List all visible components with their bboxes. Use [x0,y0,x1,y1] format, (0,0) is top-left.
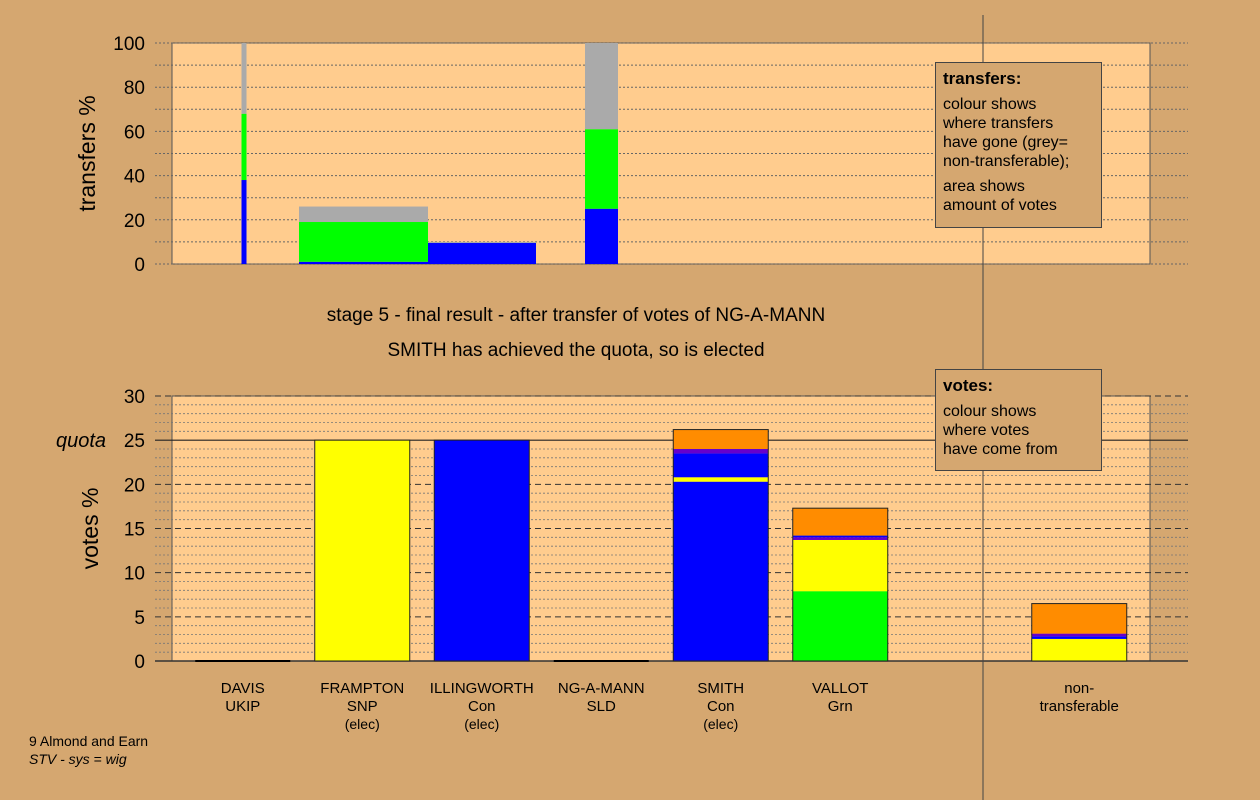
legend-transfers-line: area shows [943,178,1025,195]
candidate-label: FRAMPTON [320,680,404,697]
candidate-label: ILLINGWORTH [430,680,534,697]
votes-y-tick-label: 0 [134,652,145,673]
candidate-label: non- [1064,680,1094,697]
candidate-label: NG-A-MANN [558,680,645,697]
votes-y-tick-label: 10 [124,564,145,585]
footer-system: STV - sys = wig [29,751,127,767]
transfers-y-tick-label: 60 [124,122,145,143]
candidate-label: (elec) [703,716,738,732]
legend-transfers-line: colour shows [943,96,1037,113]
quota-label: quota [56,430,106,452]
candidate-label: SMITH [697,680,744,697]
vote-segment-grn [792,591,888,661]
legend-votes-line: have come from [943,441,1058,458]
votes-y-tick-label: 5 [134,608,145,629]
candidate-label: SNP [347,698,378,715]
candidate-label: (elec) [345,716,380,732]
vote-segment-con [673,481,769,661]
legend-votes-line: where votes [943,422,1030,439]
transfer-segment-frampton [299,261,428,264]
votes-y-axis-title: votes % [77,488,103,570]
votes-chart: 0 5 10 15 20 25 30 quota votes % [56,387,1188,673]
legend-transfers-line: have gone (grey= [943,134,1068,151]
vote-segment-con [673,453,769,478]
candidate-label: UKIP [225,698,260,715]
vote-bar-outline [792,507,889,662]
transfer-segment-ng-a-mann [585,43,618,130]
votes-y-tick-label: 30 [124,387,145,408]
transfer-segment-illingworth [428,241,536,244]
transfer-segment-davis [241,43,247,114]
legend-transfers-line: amount of votes [943,197,1057,214]
transfers-y-tick-label: 40 [124,167,145,188]
transfer-segment-ng-a-mann [585,208,618,264]
vote-segment-con [1031,636,1127,639]
vote-bar-outline [672,429,769,662]
transfers-y-tick-label: 20 [124,211,145,232]
transfers-y-tick-label: 80 [124,78,145,99]
vote-segment-con [434,440,530,661]
stage-subtitle: SMITH has achieved the quota, so is elec… [387,340,765,361]
vote-segment-snp [673,477,769,482]
vote-segment-other [792,537,888,540]
votes-y-tick-label: 15 [124,520,145,541]
vote-bar-outline [314,439,411,662]
transfers-y-tick-label: 100 [113,34,145,55]
votes-y-tick-label: 20 [124,475,145,496]
legend-votes: votes: colour shows where votes have com… [935,369,1102,471]
candidate-label: (elec) [464,716,499,732]
candidate-label: Con [468,698,496,715]
legend-transfers: transfers: colour shows where transfers … [935,62,1102,228]
legend-transfers-title: transfers: [943,69,1022,88]
footer-ward: 9 Almond and Earn [29,733,149,749]
transfer-segment-davis [241,180,247,264]
legend-votes-line: colour shows [943,403,1037,420]
vote-segment-lab [673,429,769,449]
legend-votes-title: votes: [943,376,994,395]
vote-segment-snp [792,539,888,592]
candidate-label: VALLOT [812,680,868,697]
transfer-segment-frampton [299,222,428,262]
vote-segment-snp [1031,638,1127,661]
vote-segment-lab [792,508,888,536]
transfer-segment-frampton [299,206,428,223]
transfer-segment-illingworth [428,243,536,264]
vote-segment-other [1031,633,1127,637]
transfer-segment-davis [241,113,247,181]
candidate-label: Grn [828,698,853,715]
vote-segment-other [673,449,769,454]
candidate-label: Con [707,698,735,715]
votes-y-tick-label: 25 [124,431,145,452]
stage-title: stage 5 - final result - after transfer … [326,305,826,326]
transfers-y-tick-label: 0 [134,255,145,276]
candidate-labels: DAVISUKIPFRAMPTONSNP(elec)ILLINGWORTHCon… [221,15,1119,800]
candidate-label: SLD [587,698,616,715]
vote-bar-outline [1031,603,1128,662]
candidate-label: DAVIS [221,680,265,697]
vote-segment-con [792,535,888,538]
vote-bar-outline [433,439,530,662]
legend-transfers-line: non-transferable); [943,153,1070,170]
transfers-y-axis-title: transfers % [74,95,100,211]
vote-segment-snp [314,440,410,661]
candidate-label: transferable [1040,698,1119,715]
transfer-segment-ng-a-mann [585,129,618,209]
vote-segment-lab [1031,603,1127,634]
legend-transfers-line: where transfers [943,115,1054,132]
